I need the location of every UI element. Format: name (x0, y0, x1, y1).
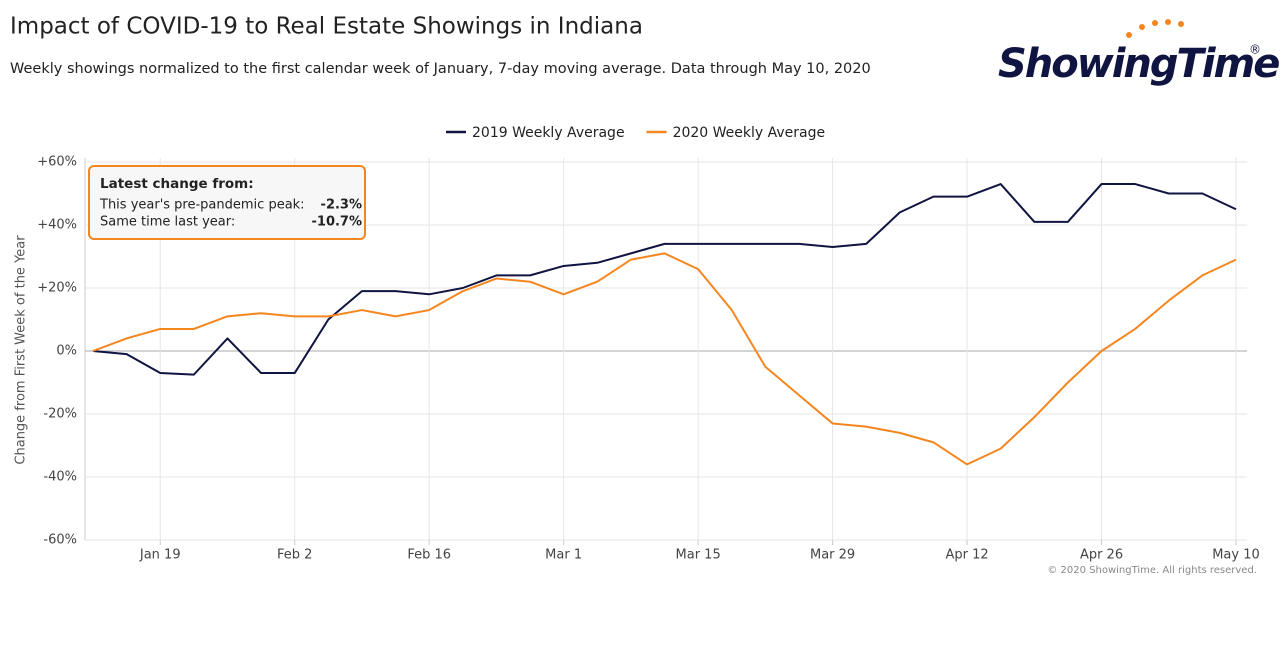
chart-subtitle: Weekly showings normalized to the first … (10, 61, 871, 77)
chart-title: Impact of COVID-19 to Real Estate Showin… (10, 14, 643, 40)
y-tick-label: +20% (37, 281, 77, 296)
x-tick-label: Mar 15 (676, 548, 721, 563)
x-tick-label: Mar 1 (545, 548, 582, 563)
logo: ShowingTime ® (998, 19, 1281, 87)
line-series (92, 183, 1237, 376)
annotation-heading: Latest change from: (100, 176, 254, 192)
logo-mark: ® (1249, 43, 1261, 57)
logo-text: ShowingTime (998, 41, 1279, 87)
annotation-label: This year's pre-pandemic peak: (99, 198, 305, 213)
annotation-value: -10.7% (312, 215, 363, 230)
y-tick-label: +60% (37, 155, 77, 170)
legend-label: 2019 Weekly Average (472, 125, 625, 141)
line-series (92, 252, 1237, 466)
legend-label: 2020 Weekly Average (673, 125, 826, 141)
x-tick-label: Apr 12 (945, 548, 988, 563)
x-tick-label: Apr 26 (1080, 548, 1123, 563)
y-tick-label: -40% (43, 470, 77, 485)
annotation-label: Same time last year: (100, 215, 235, 230)
x-tick-label: May 10 (1212, 548, 1260, 563)
annotation-frame (88, 165, 366, 240)
x-tick-label: Mar 29 (810, 548, 855, 563)
x-tick-label: Jan 19 (139, 548, 181, 563)
copyright: © 2020 ShowingTime. All rights reserved. (1047, 565, 1257, 576)
annotation-box: Latest change from: This year's pre-pande… (88, 165, 366, 240)
y-tick-label: +40% (37, 218, 77, 233)
y-tick-label: 0% (56, 344, 77, 359)
annotation-value: -2.3% (321, 198, 362, 213)
y-axis-label: Change from First Week of the Year (14, 235, 29, 465)
x-tick-label: Feb 16 (407, 548, 451, 563)
y-tick-label: -60% (43, 533, 77, 548)
x-tick-label: Feb 2 (277, 548, 312, 563)
y-tick-label: -20% (43, 407, 77, 422)
